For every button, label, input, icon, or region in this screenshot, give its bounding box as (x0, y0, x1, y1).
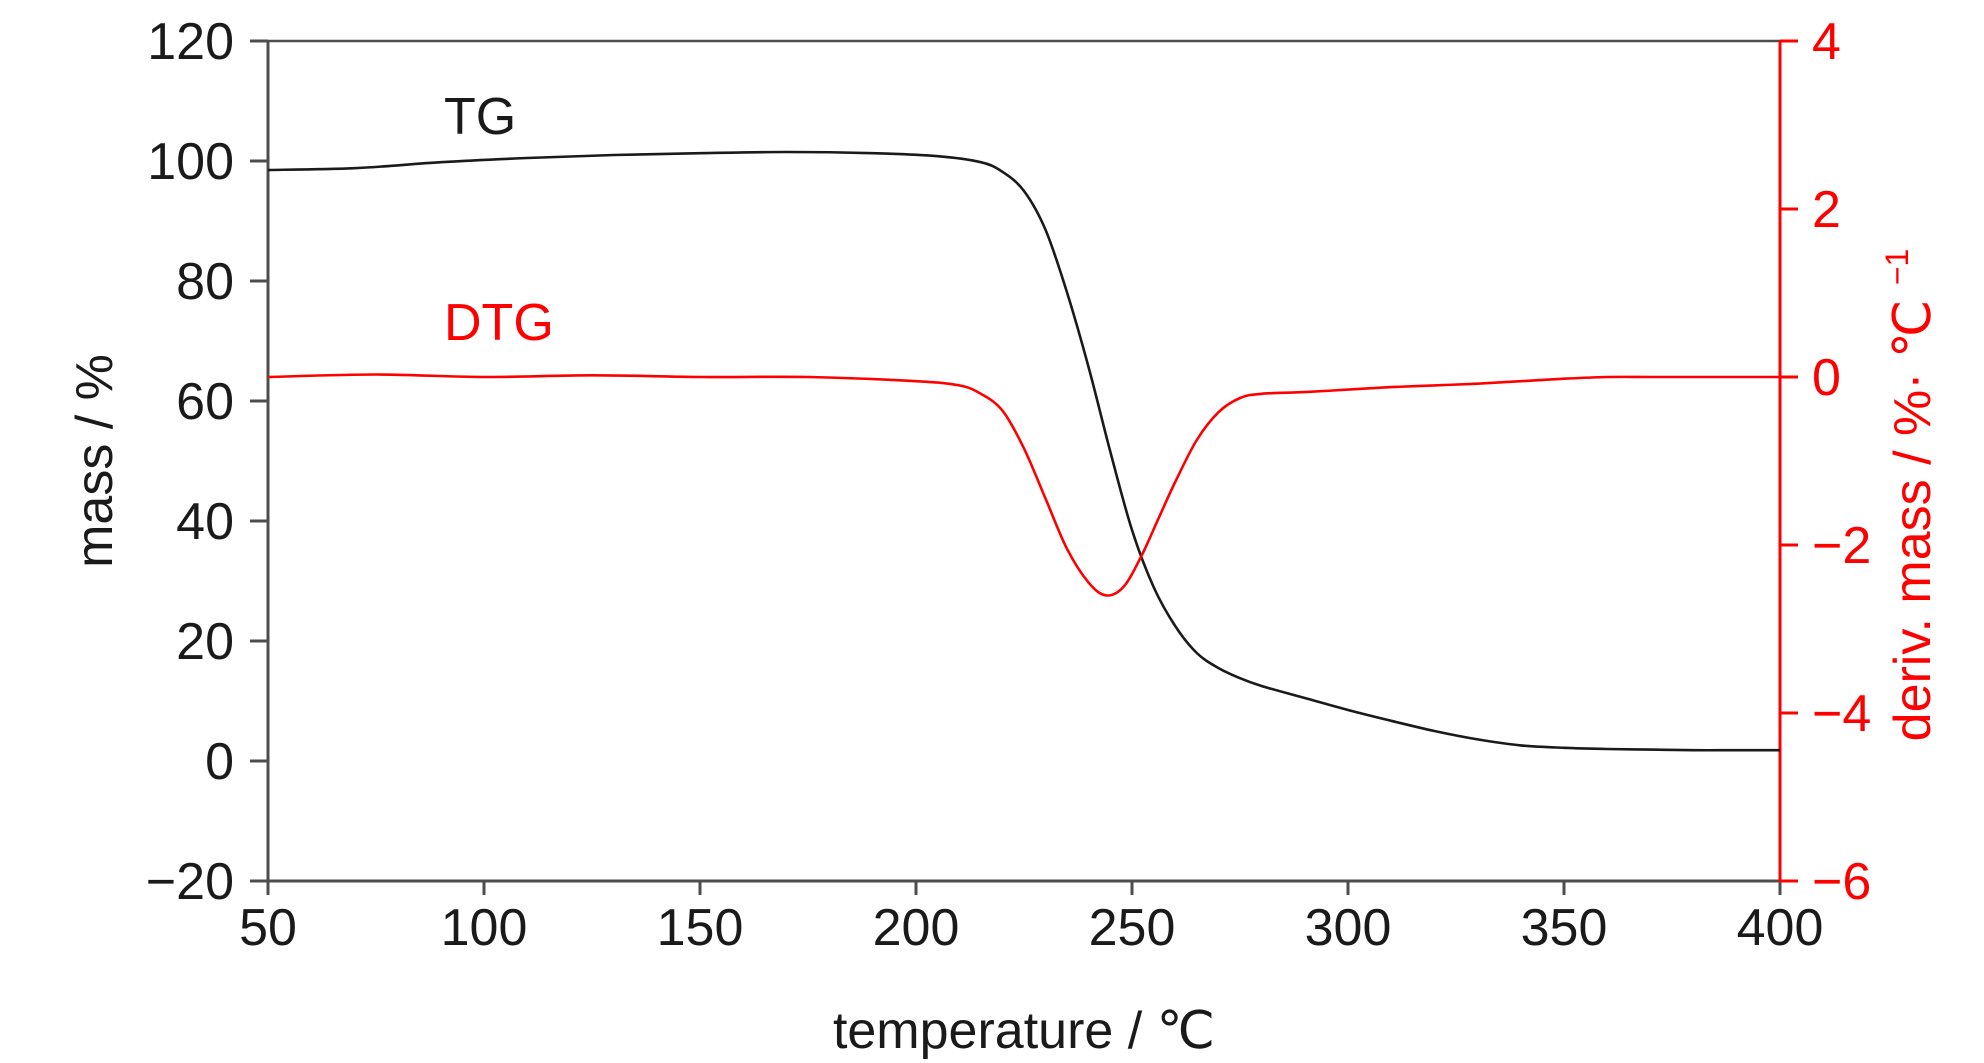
right-y-axis-ticks: −6 −4 −2 0 2 4 (1780, 13, 1871, 911)
right-y-tick-label: 0 (1812, 349, 1841, 407)
right-y-tick-label: −6 (1812, 853, 1871, 911)
x-tick-label: 200 (873, 899, 960, 957)
x-tick-label: 250 (1089, 899, 1176, 957)
left-y-tick-label: 40 (176, 493, 234, 551)
left-y-tick-label: 100 (147, 133, 234, 191)
left-y-axis-ticks: −20 0 20 40 60 80 100 120 (146, 13, 268, 911)
right-y-axis-title: deriv. mass / %· ℃ −1 (1879, 249, 1942, 742)
left-y-tick-label: 120 (147, 13, 234, 71)
x-tick-label: 50 (239, 899, 297, 957)
left-y-tick-label: −20 (146, 853, 234, 911)
x-tick-label: 400 (1737, 899, 1824, 957)
x-tick-label: 150 (657, 899, 744, 957)
left-y-tick-label: 80 (176, 253, 234, 311)
x-axis-ticks: 50 100 150 200 250 300 350 400 (239, 881, 1823, 957)
plot-frame (266, 39, 1782, 883)
series-line-tg (267, 150, 1780, 752)
left-y-tick-label: 60 (176, 373, 234, 431)
series-label-tg: TG (444, 88, 516, 146)
right-y-tick-label: 4 (1812, 13, 1841, 71)
right-y-axis-title-superscript: −1 (1879, 249, 1915, 285)
left-y-tick-label: 0 (205, 733, 234, 791)
right-y-tick-label: −4 (1812, 685, 1871, 743)
x-tick-label: 300 (1305, 899, 1392, 957)
series-line-dtg (267, 373, 1780, 597)
right-y-tick-label: 2 (1812, 181, 1841, 239)
series-label-dtg: DTG (444, 294, 554, 352)
right-y-axis-title-main: deriv. mass / %· ℃ (1884, 300, 1942, 742)
left-y-axis-title: mass / % (66, 354, 124, 568)
left-y-tick-label: 20 (176, 613, 234, 671)
series-lines (267, 150, 1780, 752)
x-axis-title: temperature / ℃ (833, 1002, 1215, 1060)
right-y-tick-label: −2 (1812, 517, 1871, 575)
x-tick-label: 100 (441, 899, 528, 957)
series-labels: TG DTG (444, 88, 554, 352)
x-tick-label: 350 (1521, 899, 1608, 957)
